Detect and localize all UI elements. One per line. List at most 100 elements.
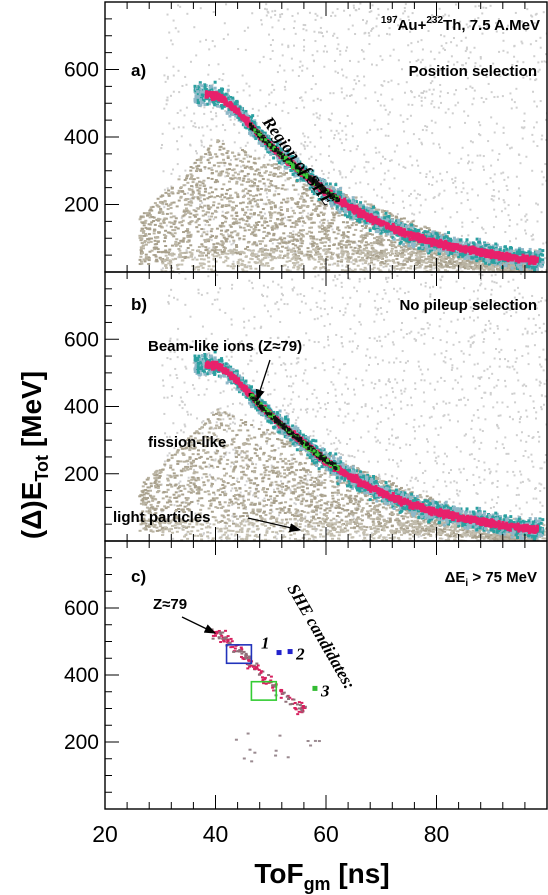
- data-point: [333, 137, 336, 140]
- data-point: [220, 153, 224, 156]
- data-point: [301, 230, 304, 233]
- data-point: [404, 270, 408, 272]
- data-point: [210, 168, 214, 171]
- data-point: [252, 161, 256, 164]
- data-point: [201, 254, 205, 257]
- data-point: [361, 237, 365, 240]
- data-point: [537, 70, 540, 73]
- data-point: [409, 251, 413, 254]
- data-point: [365, 160, 368, 163]
- data-point: [202, 231, 206, 234]
- data-point: [311, 54, 314, 57]
- data-point: [185, 106, 188, 109]
- data-point: [189, 177, 193, 180]
- data-point: [464, 62, 467, 65]
- data-point: [167, 189, 171, 192]
- data-point: [204, 249, 208, 252]
- data-point: [384, 260, 388, 263]
- data-point: [503, 266, 507, 269]
- data-point: [452, 267, 456, 270]
- data-point: [311, 196, 315, 199]
- data-point: [368, 254, 372, 257]
- data-point: [148, 214, 152, 217]
- data-point: [482, 228, 485, 231]
- data-point: [440, 266, 444, 269]
- data-point: [260, 251, 264, 254]
- data-point: [292, 27, 295, 30]
- data-point: [300, 204, 304, 207]
- data-point: [430, 102, 433, 105]
- data-point: [502, 126, 505, 129]
- data-point: [545, 241, 547, 244]
- data-point: [305, 215, 309, 218]
- data-point: [435, 18, 438, 21]
- data-point: [387, 113, 390, 116]
- data-point: [383, 80, 386, 83]
- data-point: [430, 251, 434, 254]
- data-point: [291, 14, 294, 17]
- data-point: [402, 165, 405, 168]
- data-point: [371, 268, 375, 271]
- data-point: [401, 249, 405, 252]
- data-point: [451, 254, 455, 257]
- data-point: [141, 222, 145, 225]
- data-point: [224, 217, 228, 220]
- data-point: [298, 211, 302, 214]
- data-point: [322, 212, 326, 215]
- data-point: [484, 231, 487, 234]
- data-point: [274, 103, 277, 106]
- data-point: [362, 259, 366, 262]
- data-point: [414, 248, 418, 251]
- data-point: [153, 202, 157, 205]
- data-point: [270, 91, 273, 94]
- data-point: [341, 68, 344, 71]
- data-point: [466, 77, 469, 80]
- data-point: [395, 267, 399, 270]
- data-point: [221, 221, 225, 224]
- data-point: [257, 157, 261, 160]
- data-point: [272, 232, 276, 235]
- data-point: [217, 172, 221, 175]
- data-point: [301, 64, 304, 67]
- data-point: [299, 259, 303, 262]
- data-point: [213, 251, 217, 254]
- data-point: [225, 189, 229, 192]
- data-point: [497, 190, 500, 193]
- data-point: [327, 236, 331, 239]
- data-point: [279, 13, 282, 16]
- data-point: [210, 215, 214, 218]
- data-point: [327, 251, 331, 254]
- data-point: [175, 205, 179, 208]
- data-point: [363, 75, 366, 78]
- data-point: [466, 264, 470, 267]
- data-point: [424, 233, 428, 236]
- data-point: [172, 235, 176, 238]
- data-point: [520, 126, 523, 129]
- data-point: [369, 242, 373, 245]
- data-point: [319, 136, 322, 139]
- data-point: [342, 233, 346, 236]
- data-point: [173, 232, 177, 235]
- data-point: [454, 104, 457, 107]
- data-point: [184, 203, 188, 206]
- data-point: [228, 240, 231, 243]
- data-point: [309, 242, 312, 245]
- data-point: [235, 234, 239, 237]
- data-point: [254, 267, 258, 270]
- data-point: [464, 121, 467, 124]
- data-point: [219, 233, 223, 236]
- data-point: [279, 208, 283, 211]
- data-point: [253, 241, 257, 244]
- data-point: [246, 264, 249, 267]
- data-point: [403, 6, 406, 9]
- data-point: [524, 229, 527, 232]
- data-point: [206, 204, 210, 207]
- data-point: [202, 179, 206, 182]
- data-point: [303, 106, 306, 109]
- data-point: [200, 144, 203, 147]
- data-point: [390, 241, 394, 244]
- data-point: [271, 173, 275, 176]
- data-point: [375, 17, 378, 20]
- data-point: [269, 171, 273, 174]
- data-point: [227, 33, 230, 36]
